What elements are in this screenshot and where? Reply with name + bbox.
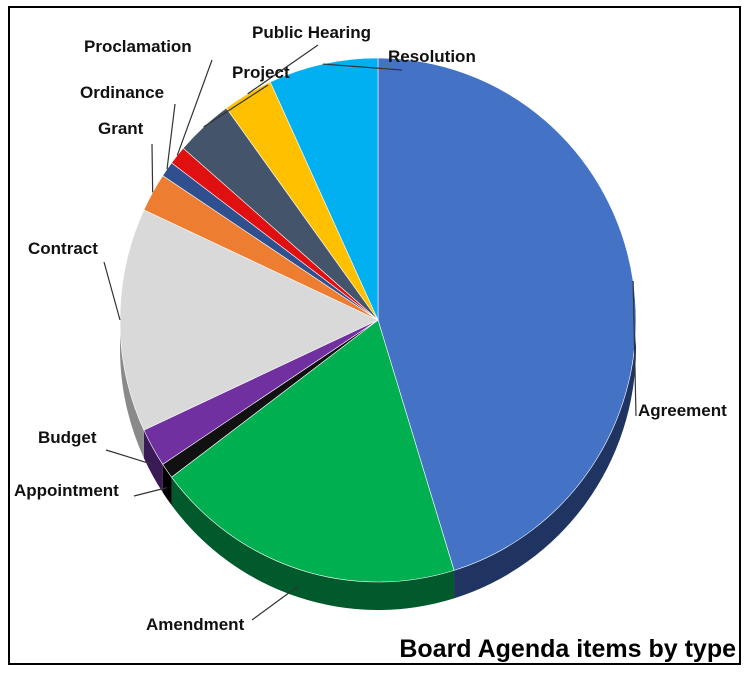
- slice-label-resolution: Resolution: [388, 47, 476, 66]
- slice-label-appointment: Appointment: [14, 481, 119, 500]
- pie-side-budget: [143, 430, 163, 493]
- slice-label-amendment: Amendment: [146, 615, 245, 634]
- leader-line-resolution: [322, 63, 403, 71]
- pie-slice-contract: [119, 209, 379, 431]
- leader-line-contract: [103, 261, 121, 321]
- pie-slice-amendment: [171, 319, 455, 583]
- slice-label-public-hearing: Public Hearing: [252, 23, 371, 42]
- slice-label-grant: Grant: [98, 119, 144, 138]
- slice-label-agreement: Agreement: [638, 401, 727, 420]
- chart-title: Board Agenda items by type: [399, 635, 736, 663]
- slice-label-ordinance: Ordinance: [80, 83, 164, 102]
- leader-line-project: [203, 84, 269, 128]
- slice-label-proclamation: Proclamation: [84, 37, 192, 56]
- pie-side-amendment: [171, 477, 455, 610]
- leader-line-ordinance: [166, 103, 176, 170]
- leader-line-budget: [105, 449, 153, 465]
- pie-side-agreement: [454, 320, 636, 599]
- slice-label-project: Project: [232, 63, 290, 82]
- leader-line-grant: [151, 143, 154, 193]
- leader-line-appointment: [133, 487, 168, 497]
- pie-slice-agreement: [377, 57, 637, 571]
- pie-side-contract: [120, 320, 144, 459]
- leader-line-public-hearing: [247, 44, 319, 95]
- leader-line-proclamation: [176, 59, 213, 156]
- slice-label-contract: Contract: [28, 239, 98, 258]
- leader-line-amendment: [251, 585, 299, 621]
- leader-line-agreement: [632, 280, 637, 417]
- slice-label-budget: Budget: [38, 428, 97, 447]
